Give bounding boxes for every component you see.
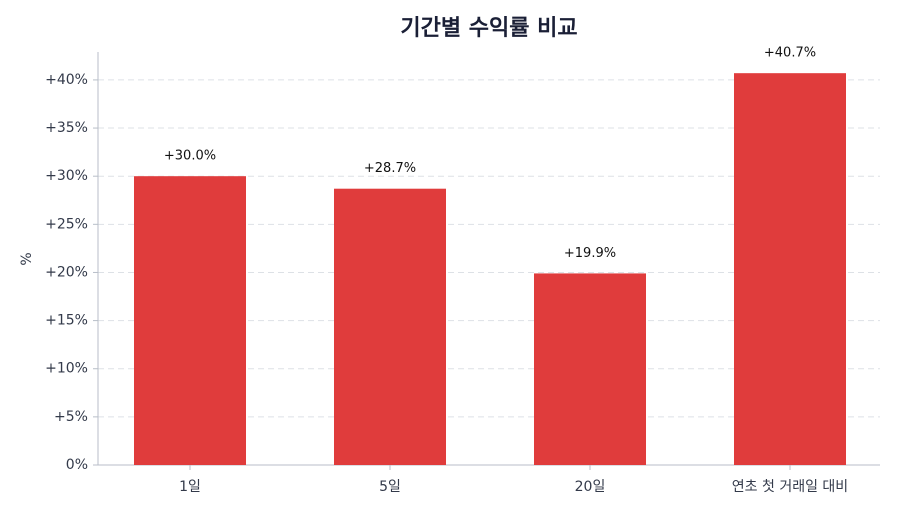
x-tick-label: 20일 bbox=[575, 479, 606, 495]
value-label: +40.7% bbox=[764, 46, 816, 61]
bar bbox=[534, 273, 646, 465]
y-tick-label: +30% bbox=[45, 168, 88, 184]
y-tick-label: +20% bbox=[45, 264, 88, 280]
chart-title: 기간별 수익률 비교 bbox=[400, 16, 577, 41]
value-label: +28.7% bbox=[364, 161, 416, 176]
x-tick-label: 5일 bbox=[379, 479, 401, 495]
bar bbox=[134, 176, 246, 465]
x-tick-label: 연초 첫 거래일 대비 bbox=[732, 479, 848, 495]
y-tick-label: +25% bbox=[45, 216, 88, 232]
y-tick-label: +15% bbox=[45, 313, 88, 329]
y-tick-label: 0% bbox=[66, 457, 88, 473]
y-tick-label: +5% bbox=[54, 409, 88, 425]
y-tick-label: +35% bbox=[45, 120, 88, 136]
y-tick-label: +10% bbox=[45, 361, 88, 377]
value-label: +30.0% bbox=[164, 149, 216, 164]
value-label: +19.9% bbox=[564, 246, 616, 261]
y-tick-label: +40% bbox=[45, 72, 88, 88]
bar bbox=[334, 188, 446, 465]
y-axis-label: % bbox=[19, 252, 35, 265]
x-tick-label: 1일 bbox=[179, 479, 201, 495]
bar bbox=[734, 73, 846, 465]
